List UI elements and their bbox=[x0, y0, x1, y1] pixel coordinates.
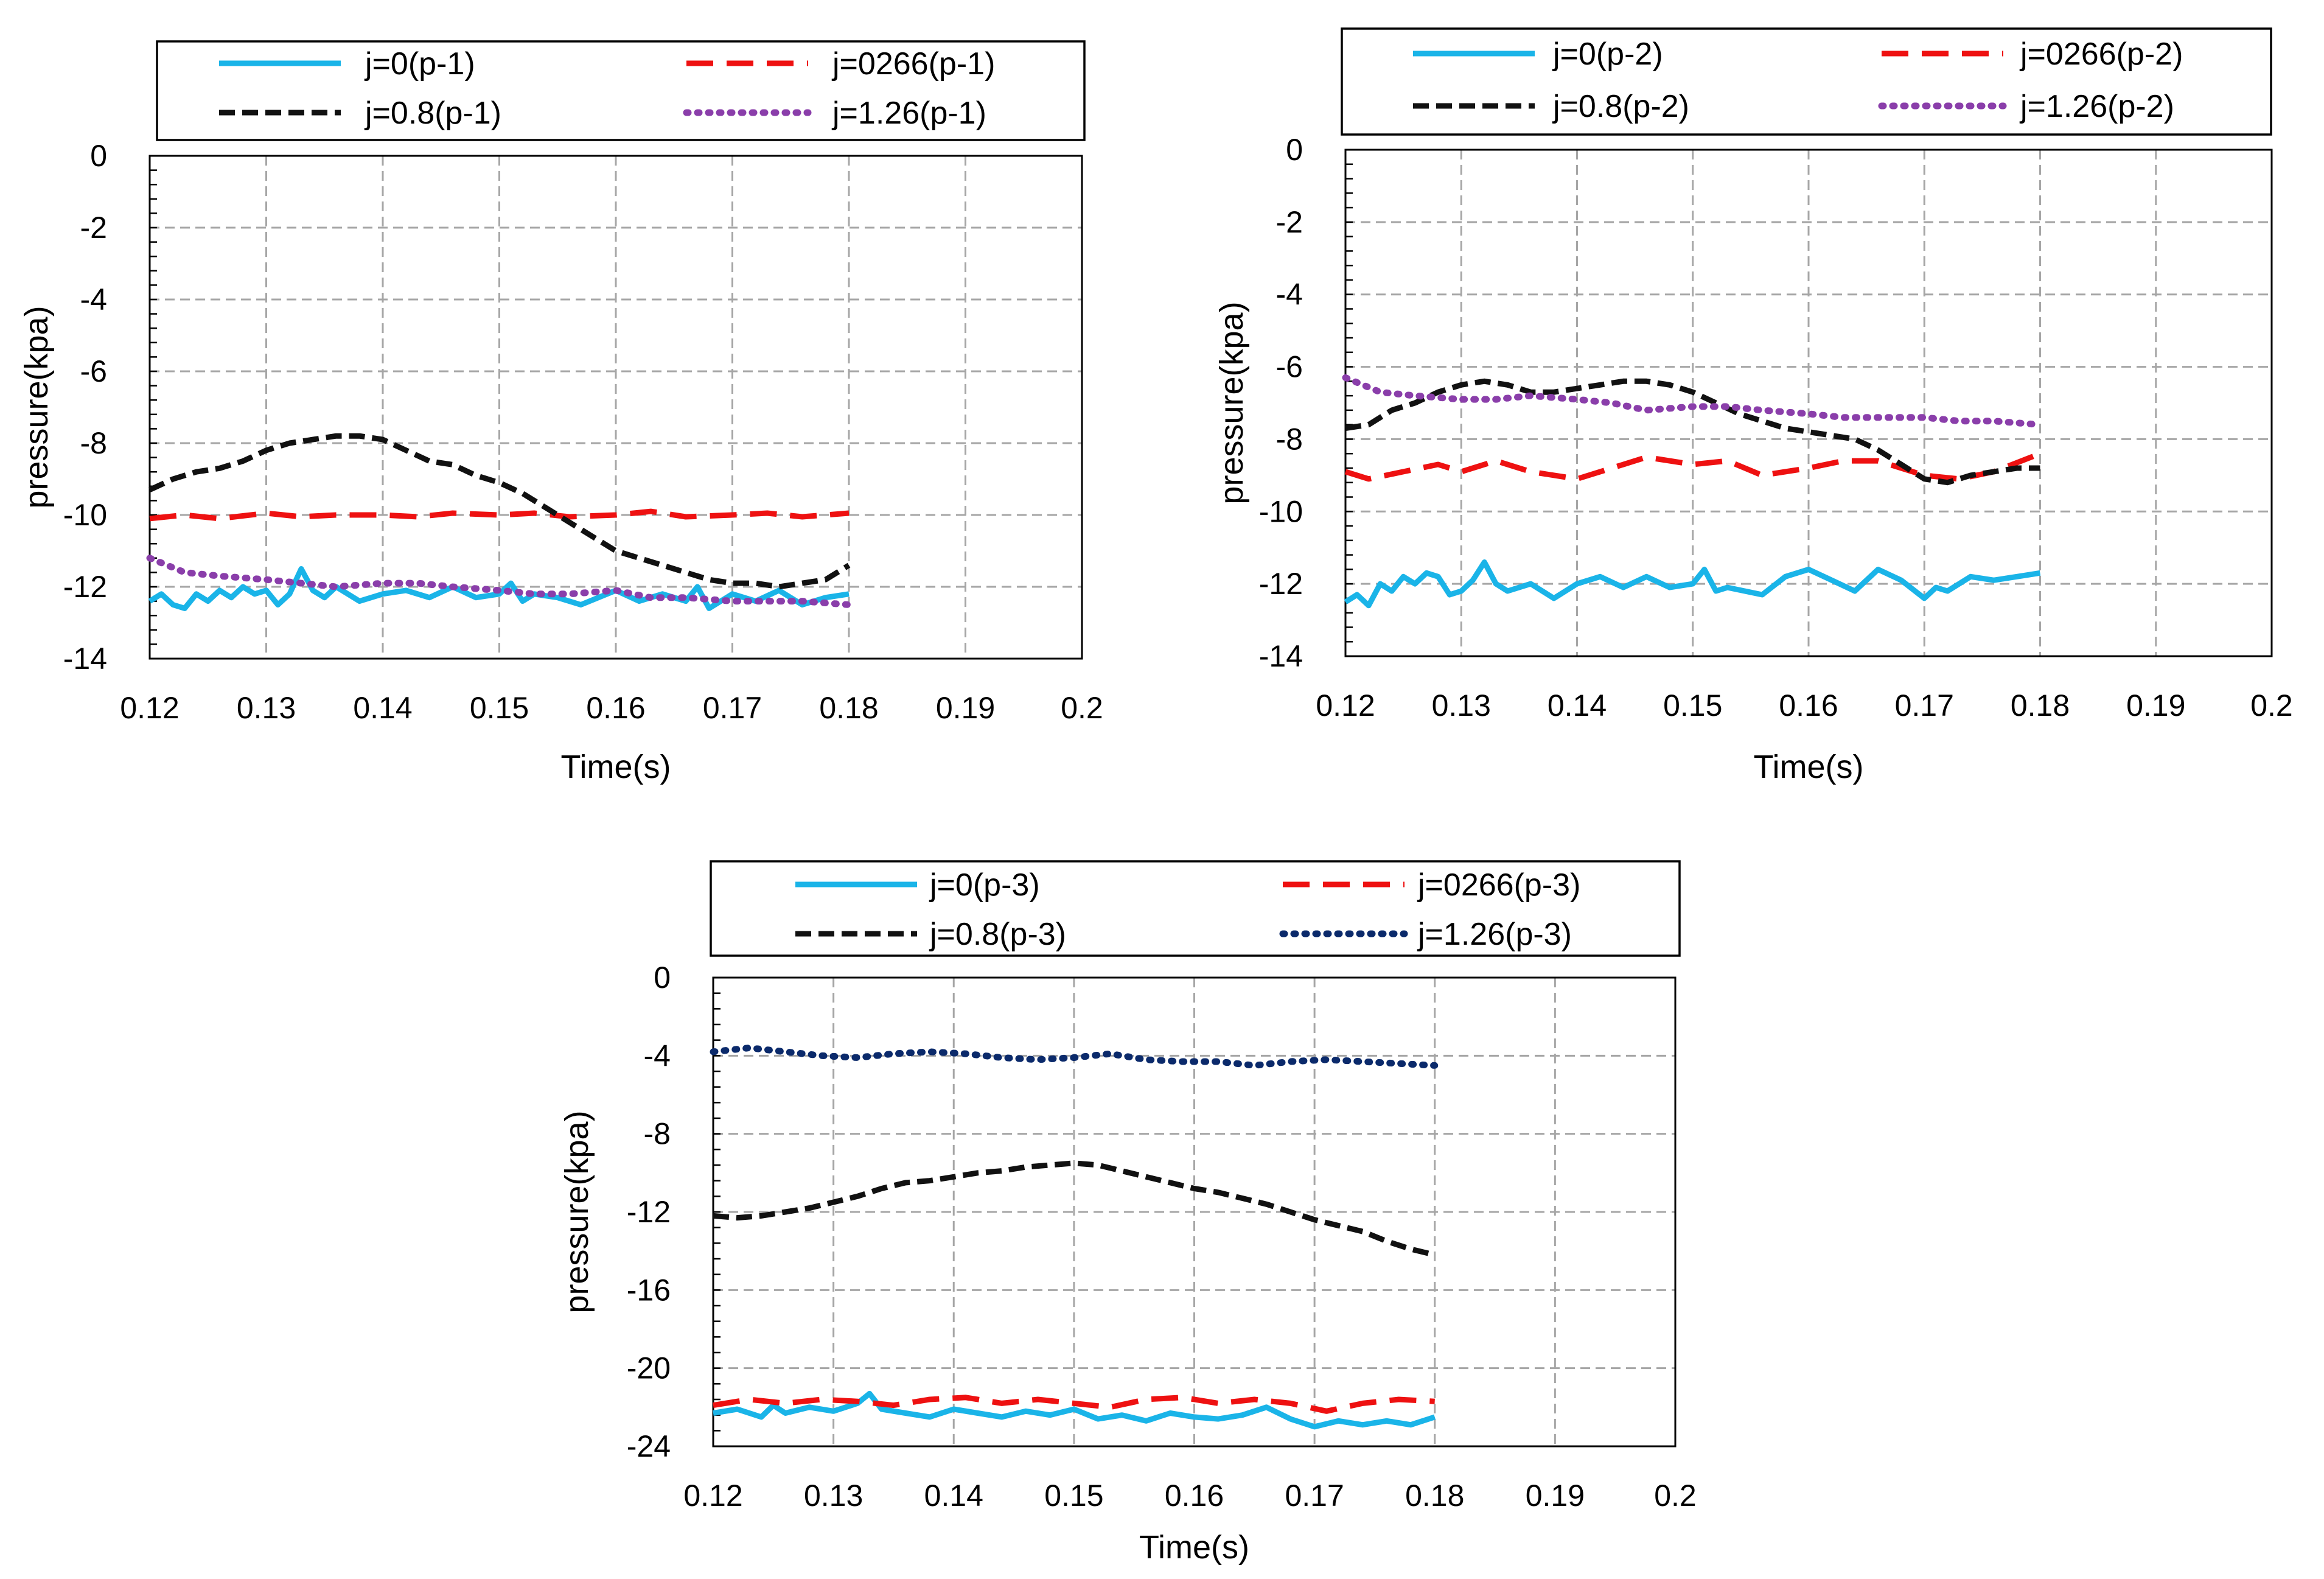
x-tick-label: 0.2 bbox=[2250, 688, 2293, 723]
x-tick-label: 0.12 bbox=[1316, 688, 1375, 723]
legend-label-1: j=0(p-1) bbox=[364, 46, 475, 82]
chart-p-3: 0.12 0.13 0.14 0.15 0.16 0.17 0.18 0.19 0.2 0 -4 -8… bbox=[559, 860, 1697, 1566]
legend-label-1: j=0(p-2) bbox=[1552, 37, 1663, 72]
y-tick-label: -14 bbox=[1259, 639, 1303, 673]
x-tick-label: 0.15 bbox=[470, 691, 529, 725]
y-tick-label: -8 bbox=[80, 426, 107, 460]
x-tick-label: 0.17 bbox=[1895, 688, 1954, 723]
series-line-1 bbox=[1344, 559, 2041, 609]
x-tick-label: 0.12 bbox=[120, 691, 179, 725]
y-tick-label: -12 bbox=[63, 570, 107, 604]
y-tick-label: -8 bbox=[1276, 422, 1303, 456]
x-tick-label: 0.19 bbox=[2126, 688, 2185, 723]
y-tick-label: -6 bbox=[80, 354, 107, 388]
series-line-1 bbox=[713, 1390, 1436, 1430]
x-tick-label: 0.14 bbox=[353, 691, 412, 725]
legend-label-3: j=0.8(p-3) bbox=[929, 917, 1066, 952]
y-tick-label: 0 bbox=[654, 961, 671, 995]
x-tick-label: 0.17 bbox=[1285, 1479, 1344, 1513]
legend-label-3: j=0.8(p-2) bbox=[1552, 89, 1689, 124]
legend-label-4: j=1.26(p-3) bbox=[1417, 917, 1572, 952]
y-tick-label: 0 bbox=[1286, 133, 1303, 167]
legend-label-2: j=0266(p-2) bbox=[2019, 37, 2183, 72]
x-tick-label: 0.16 bbox=[1779, 688, 1838, 723]
legend-label-4: j=1.26(p-2) bbox=[2019, 89, 2174, 124]
y-tick-label: -10 bbox=[1259, 494, 1303, 528]
x-tick-label: 0.13 bbox=[804, 1479, 863, 1513]
x-tick-label: 0.2 bbox=[1654, 1479, 1697, 1513]
x-tick-label: 0.14 bbox=[924, 1479, 983, 1513]
chart-p-2: 0.12 0.13 0.14 0.15 0.16 0.17 0.18 0.19 0.2 0 -2 -4… bbox=[1213, 27, 2293, 785]
x-tick-label: 0.18 bbox=[819, 691, 878, 725]
chart-p-1: 0.12 0.13 0.14 0.15 0.16 0.17 0.18 0.19 0.2 0 -2 -4… bbox=[18, 40, 1103, 785]
y-tick-label: -6 bbox=[1276, 350, 1303, 384]
y-tick-label: -16 bbox=[627, 1273, 671, 1307]
series-line-4 bbox=[1342, 374, 2043, 429]
series-line-2 bbox=[713, 1395, 1435, 1414]
x-tick-label: 0.13 bbox=[1432, 688, 1491, 723]
series-line-4 bbox=[146, 555, 853, 608]
legend-box bbox=[1341, 27, 2272, 136]
series-line-1 bbox=[148, 566, 850, 611]
series-line-3 bbox=[713, 1160, 1436, 1258]
x-tick-label: 0.12 bbox=[683, 1479, 742, 1513]
legend-label-2: j=0266(p-3) bbox=[1417, 867, 1580, 903]
legend-label-3: j=0.8(p-1) bbox=[364, 96, 501, 131]
x-tick-label: 0.13 bbox=[237, 691, 296, 725]
x-tick-label: 0.17 bbox=[703, 691, 762, 725]
y-axis-title: pressure(kpa) bbox=[18, 306, 55, 508]
x-tick-label: 0.19 bbox=[1526, 1479, 1585, 1513]
y-tick-label: -20 bbox=[627, 1351, 671, 1385]
y-tick-label: -12 bbox=[627, 1195, 671, 1229]
x-axis-title: Time(s) bbox=[1139, 1529, 1249, 1566]
plot-area bbox=[1344, 149, 2273, 657]
y-tick-label: -12 bbox=[1259, 567, 1303, 601]
series-line-4 bbox=[710, 1045, 1439, 1069]
plot-area bbox=[148, 155, 1083, 660]
y-tick-label: -14 bbox=[63, 642, 107, 676]
legend-box bbox=[156, 40, 1086, 141]
x-tick-label: 0.15 bbox=[1663, 688, 1722, 723]
x-axis-title: Time(s) bbox=[561, 749, 671, 785]
y-tick-label: -10 bbox=[63, 498, 107, 532]
y-axis-title: pressure(kpa) bbox=[559, 1110, 595, 1313]
y-tick-label: -8 bbox=[644, 1117, 671, 1151]
y-axis-title: pressure(kpa) bbox=[1213, 301, 1250, 504]
series-line-3 bbox=[148, 433, 851, 590]
y-tick-label: -2 bbox=[80, 211, 107, 245]
x-tick-label: 0.16 bbox=[1165, 1479, 1224, 1513]
y-tick-label: -2 bbox=[1276, 205, 1303, 239]
x-tick-label: 0.15 bbox=[1044, 1479, 1103, 1513]
y-tick-label: 0 bbox=[90, 139, 107, 173]
x-tick-label: 0.2 bbox=[1061, 691, 1103, 725]
x-tick-label: 0.18 bbox=[1405, 1479, 1464, 1513]
x-tick-label: 0.18 bbox=[2011, 688, 2070, 723]
series-line-3 bbox=[1345, 378, 2040, 486]
x-tick-label: 0.19 bbox=[936, 691, 995, 725]
legend-label-4: j=1.26(p-1) bbox=[831, 96, 986, 131]
y-tick-label: -24 bbox=[627, 1429, 671, 1463]
x-tick-label: 0.14 bbox=[1548, 688, 1607, 723]
y-tick-label: -4 bbox=[80, 282, 107, 317]
series-line-2 bbox=[1344, 451, 2042, 482]
series-line-2 bbox=[149, 508, 850, 522]
x-tick-label: 0.16 bbox=[586, 691, 645, 725]
x-axis-title: Time(s) bbox=[1754, 749, 1864, 785]
legend-box bbox=[710, 860, 1681, 957]
y-tick-label: -4 bbox=[1276, 278, 1303, 312]
y-tick-label: -4 bbox=[644, 1038, 671, 1073]
legend-label-2: j=0266(p-1) bbox=[831, 46, 995, 82]
legend-label-1: j=0(p-3) bbox=[929, 867, 1040, 903]
